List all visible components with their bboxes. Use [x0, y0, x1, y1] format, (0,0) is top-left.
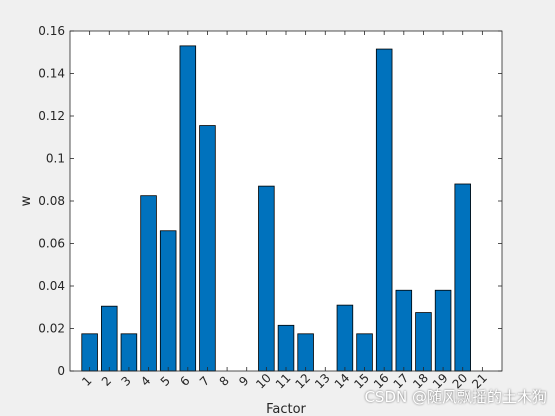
bar-10: [258, 185, 275, 372]
bar-5: [159, 230, 177, 372]
y-axis-ticks: 0 0.02 0.04 0.06 0.08 0.1 0.12 0.14 0.16: [38, 24, 502, 378]
bar-19: [434, 289, 452, 372]
bar-1: [81, 333, 98, 372]
bar-14: [336, 304, 354, 372]
bar-18: [415, 312, 432, 372]
bar-17: [395, 289, 413, 372]
y-tick-label: 0.04: [38, 279, 65, 293]
bar-3: [120, 333, 138, 372]
y-tick-label: 0.16: [38, 24, 65, 38]
watermark: CSDN @随风飘摇的土木狗: [364, 388, 547, 406]
y-tick-label: 0.08: [38, 194, 65, 208]
y-tick-label: 0.14: [38, 67, 65, 81]
y-tick-label: 0.02: [38, 322, 65, 336]
y-tick-label: 0.12: [38, 109, 65, 123]
bar-16: [375, 48, 393, 372]
bar-2: [101, 305, 118, 372]
y-tick-label: 0.06: [38, 237, 65, 251]
y-tick-label: 0: [57, 364, 65, 378]
bar-11: [277, 324, 295, 372]
x-axis-label: Factor: [266, 402, 306, 416]
bar-7: [199, 125, 216, 372]
bar-12: [297, 333, 314, 372]
bars-group: [81, 45, 471, 372]
bar-20: [454, 183, 471, 372]
bar-6: [179, 45, 197, 372]
bar-4: [140, 195, 157, 372]
bar-15: [356, 333, 373, 372]
plot-frame: [69, 30, 503, 372]
y-tick-label: 0.1: [46, 152, 65, 166]
y-axis-label: w: [19, 195, 34, 206]
